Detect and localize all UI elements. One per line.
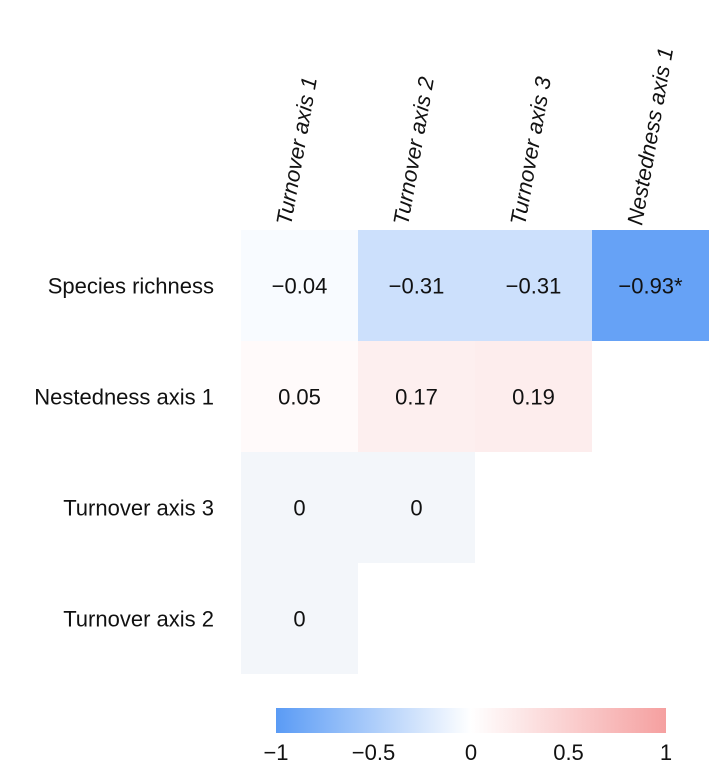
cell-value-label: −0.93*: [618, 274, 683, 299]
cell-value-label: 0: [410, 496, 422, 521]
row-label-nestedness-axis-1: Nestedness axis 1: [34, 385, 214, 410]
heatmap-cell-turnover-axis-3-turnover-axis-1: [241, 452, 358, 563]
heatmap-cell-species-richness-turnover-axis-2: [358, 230, 475, 341]
cell-value-label: 0: [293, 607, 305, 632]
row-label-species-richness: Species richness: [48, 274, 214, 299]
heatmap-cell-species-richness-turnover-axis-1: [241, 230, 358, 341]
column-label-nestedness-axis-1: Nestedness axis 1: [622, 45, 678, 226]
heatmap-cell-turnover-axis-2-turnover-axis-1: [241, 563, 358, 674]
heatmap-cell-nestedness-axis-1-turnover-axis-2: [358, 341, 475, 452]
heatmap-cell-turnover-axis-3-turnover-axis-2: [358, 452, 475, 563]
heatmap-cells: −0.04 −0.31 −0.31 −0.93* 0.05 0.17 0.19 0 0 0: [241, 230, 709, 674]
heatmap-cell-species-richness-nestedness-axis-1: [592, 230, 709, 341]
row-label-turnover-axis-3: Turnover axis 3: [63, 496, 214, 521]
column-labels: Turnover axis 1 Turnover axis 2 Turnover a…: [271, 45, 678, 226]
colorbar-gradient: [276, 708, 666, 733]
colorbar-tick-label: 0: [465, 740, 477, 764]
heatmap-cell-species-richness-turnover-axis-3: [475, 230, 592, 341]
cell-value-label: 0.05: [278, 385, 321, 410]
cell-value-label: −0.31: [506, 274, 562, 299]
colorbar-ticks: −1 −0.5 0 0.5 1: [263, 740, 672, 764]
row-labels: Species richness Nestedness axis 1 Turnove…: [34, 274, 214, 632]
cell-value-label: −0.04: [272, 274, 328, 299]
colorbar-tick-label: 0.5: [553, 740, 584, 764]
colorbar-tick-label: 1: [660, 740, 672, 764]
cell-value-label: 0.17: [395, 385, 438, 410]
column-label-turnover-axis-2: Turnover axis 2: [388, 75, 439, 227]
row-label-turnover-axis-2: Turnover axis 2: [63, 607, 214, 632]
cell-value-label: 0: [293, 496, 305, 521]
cell-value-label: 0.19: [512, 385, 555, 410]
colorbar-tick-label: −0.5: [352, 740, 395, 764]
cell-value-label: −0.31: [389, 274, 445, 299]
colorbar-tick-label: −1: [263, 740, 288, 764]
heatmap-cell-nestedness-axis-1-turnover-axis-1: [241, 341, 358, 452]
heatmap-cell-nestedness-axis-1-turnover-axis-3: [475, 341, 592, 452]
column-label-turnover-axis-1: Turnover axis 1: [271, 75, 322, 227]
column-label-turnover-axis-3: Turnover axis 3: [505, 74, 556, 227]
colorbar: [276, 708, 666, 733]
